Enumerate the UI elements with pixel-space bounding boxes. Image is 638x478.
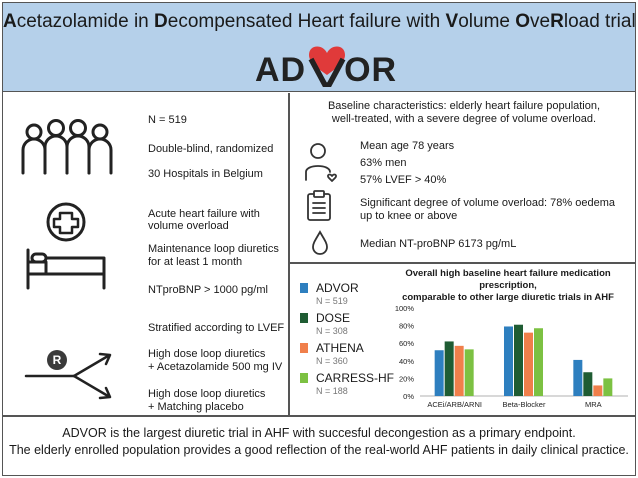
inclusion-ahf-line2: volume overload — [148, 220, 229, 232]
bar-advor-1 — [504, 326, 513, 396]
arm-acetazolamide-line1: High dose loop diuretics — [148, 348, 266, 360]
title-part: ve — [530, 11, 551, 32]
inclusion-ntprobnp: NTproBNP > 1000 pg/ml — [148, 284, 268, 296]
legend-sample-size: N = 519 — [316, 296, 348, 306]
bar-advor-0 — [434, 350, 444, 396]
bar-athena-2 — [593, 385, 603, 396]
x-category-label: MRA — [585, 400, 602, 409]
arm-acetazolamide-line2: + Acetazolamide 500 mg IV — [148, 361, 283, 373]
legend-swatch — [300, 343, 308, 353]
advor-logo: AD OR — [255, 43, 396, 89]
y-tick-label: 40% — [399, 357, 414, 366]
sample-size: N = 519 — [148, 114, 187, 126]
patients-group-icon — [21, 119, 113, 175]
medication-bar-chart: 0% 20% 40% 60% 80% 100% ACEi/ARB/ARNI Beta-Bloc… — [395, 304, 628, 409]
study-design: Double-blind, randomized — [148, 143, 274, 155]
trial-title: Acetazolamide in Decompensated Heart fai… — [3, 11, 636, 33]
column-divider — [288, 93, 290, 415]
conclusion-footer: ADVOR is the largest diuretic trial in A… — [3, 425, 635, 459]
bar-dose-0 — [444, 341, 454, 396]
stratification-note: Stratified according to LVEF — [148, 322, 285, 334]
randomization-arrows-icon — [24, 350, 112, 400]
arm-placebo-line1: High dose loop diuretics — [148, 388, 266, 400]
title-part: D — [154, 11, 168, 32]
title-part: A — [3, 11, 17, 32]
header-banner: Acetazolamide in Decompensated Heart fai… — [3, 3, 636, 92]
percent-men: 63% men — [360, 157, 407, 169]
bar-athena-0 — [454, 345, 464, 396]
bar-advor-2 — [573, 359, 583, 396]
footer-divider — [3, 415, 635, 417]
logo-text: AD OR — [255, 51, 398, 89]
elderly-woman-icon — [305, 143, 337, 182]
title-part: cetazolamide in — [16, 11, 155, 32]
bar-dose-2 — [583, 372, 593, 396]
study-sites: 30 Hospitals in Belgium — [148, 168, 263, 180]
legend-name: ATHENA — [316, 341, 364, 355]
legend-sample-size: N = 188 — [316, 386, 348, 396]
legend-name: ADVOR — [316, 281, 359, 295]
title-part: V — [445, 11, 459, 32]
bar-athena-1 — [524, 332, 533, 396]
percent-lvef: 57% LVEF > 40% — [360, 174, 447, 186]
legend-name: CARRESS-HF — [316, 371, 395, 385]
bar-carress-hf-0 — [464, 349, 474, 396]
title-part: ecompensated Heart failure with — [167, 11, 446, 32]
inclusion-diuretics-line1: Maintenance loop diuretics — [148, 243, 279, 255]
randomization-label: R — [52, 353, 62, 367]
x-category-label: ACEi/ARB/ARNI — [427, 400, 482, 409]
mean-age: Mean age 78 years — [360, 140, 455, 152]
bar-carress-hf-1 — [534, 328, 543, 396]
title-part: load trial — [563, 11, 636, 32]
chart-title: Overall high baseline heart failure medi… — [402, 268, 614, 303]
bar-dose-1 — [514, 324, 523, 396]
x-category-label: Beta-Blocker — [503, 400, 546, 409]
volume-overload-line2: up to knee or above — [360, 210, 458, 222]
legend-name: DOSE — [316, 311, 351, 325]
baseline-heading: Baseline characteristics: elderly heart … — [327, 100, 601, 125]
bar-carress-hf-2 — [603, 378, 613, 396]
inclusion-ahf-line1: Acute heart failure with — [148, 208, 260, 220]
heart-v-logo-icon — [308, 46, 346, 87]
legend-swatch — [300, 283, 308, 293]
clipboard-icon — [307, 190, 331, 221]
y-tick-label: 0% — [403, 392, 414, 401]
legend-swatch — [300, 373, 308, 383]
blood-drop-icon — [312, 230, 328, 255]
legend-sample-size: N = 308 — [316, 326, 348, 336]
y-tick-label: 100% — [395, 304, 415, 313]
title-part: O — [515, 11, 531, 32]
y-tick-label: 80% — [399, 322, 414, 331]
arm-placebo-line2: + Matching placebo — [148, 401, 244, 413]
median-ntprobnp: Median NT-proBNP 6173 pg/mL — [360, 238, 517, 250]
legend-sample-size: N = 360 — [316, 356, 348, 366]
title-part: R — [550, 11, 564, 32]
conclusion-line2: The elderly enrolled population provides… — [9, 443, 629, 457]
y-tick-label: 60% — [399, 339, 414, 348]
volume-overload-line1: Significant degree of volume overload: 7… — [360, 197, 615, 209]
y-tick-label: 20% — [399, 374, 414, 383]
legend-swatch — [300, 313, 308, 323]
inclusion-diuretics-line2: for at least 1 month — [148, 256, 243, 268]
title-part: olume — [458, 11, 516, 32]
right-section-divider — [288, 262, 636, 264]
conclusion-line1: ADVOR is the largest diuretic trial in A… — [62, 426, 576, 440]
hospital-bed-icon — [26, 202, 106, 290]
